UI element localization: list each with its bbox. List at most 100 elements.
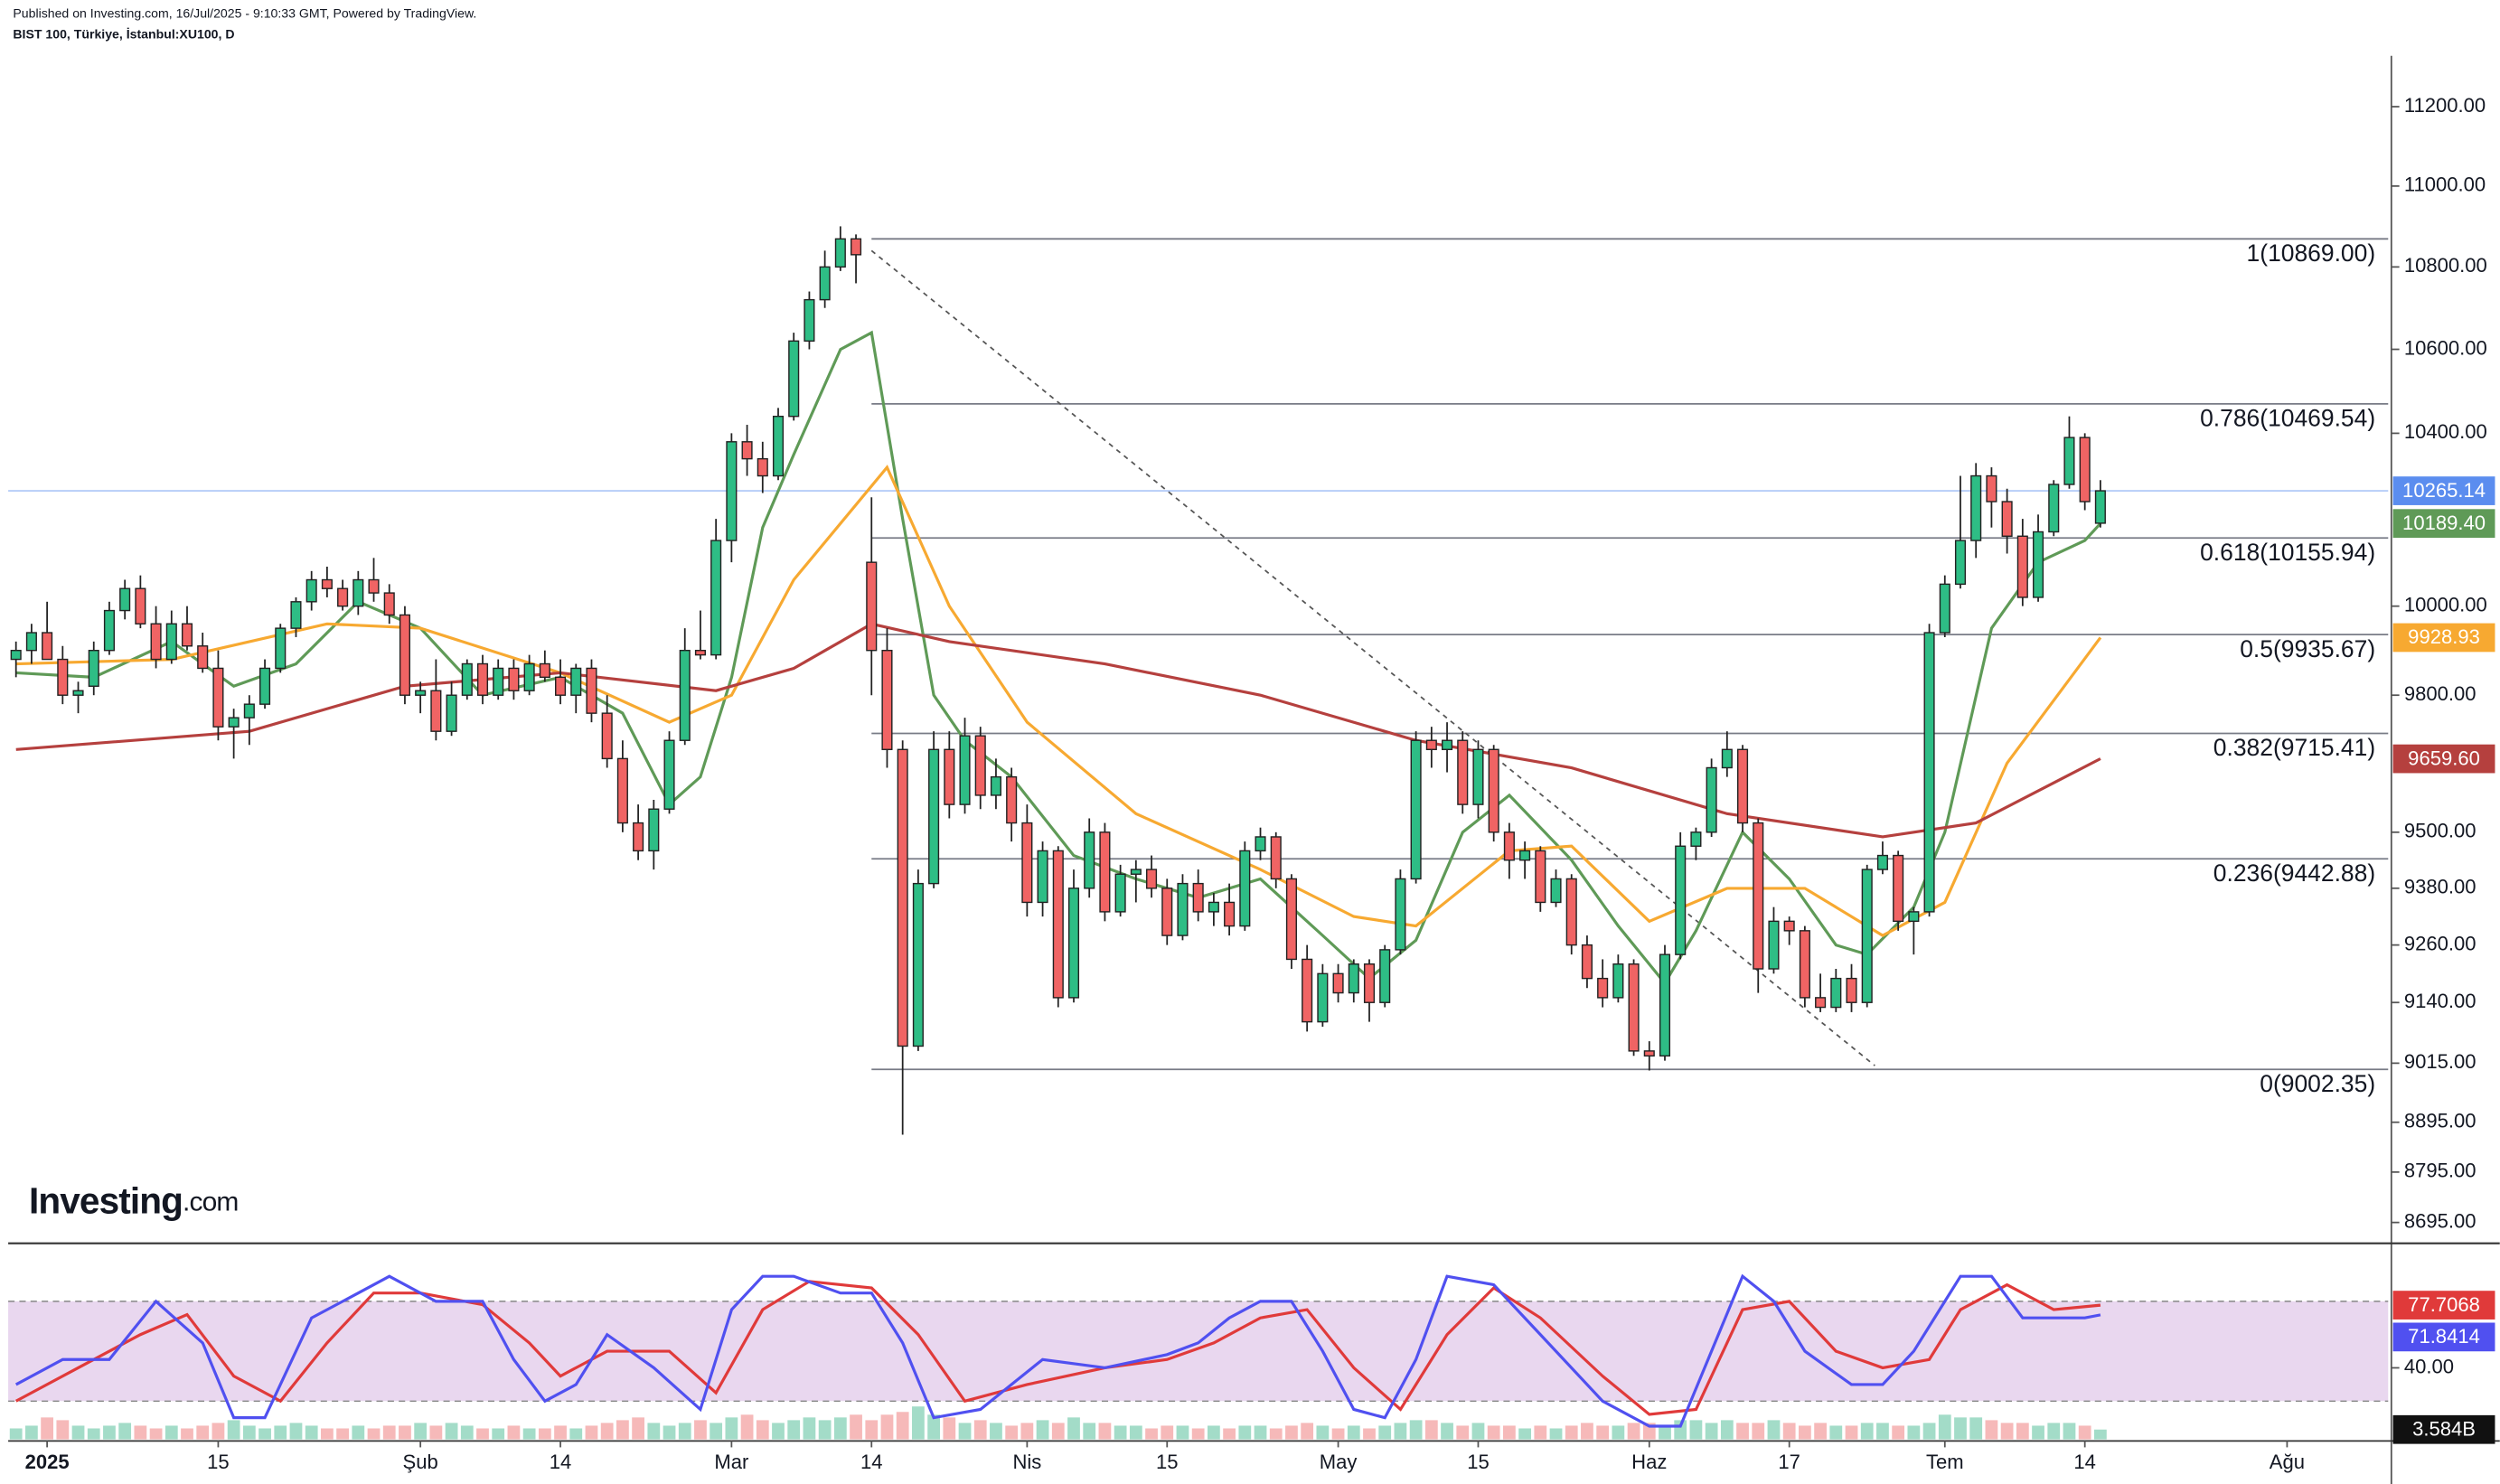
candle-body	[726, 441, 738, 541]
volume-bar	[818, 1420, 832, 1440]
volume-bar	[2032, 1425, 2044, 1440]
volume-bar	[585, 1425, 598, 1440]
candle-body	[944, 748, 955, 805]
volume-bar	[1223, 1428, 1236, 1440]
symbol-title: BIST 100, Türkiye, İstanbul:XU100, D	[13, 27, 234, 42]
candle-body	[493, 667, 504, 696]
candle-body	[259, 667, 271, 705]
volume-bar	[1829, 1425, 1843, 1440]
volume-bar	[9, 1428, 23, 1440]
volume-bar	[538, 1428, 551, 1440]
y-tick-label: 8795.00	[2404, 1160, 2477, 1182]
candle-body	[1067, 888, 1080, 999]
x-tick-label: 17	[1778, 1451, 1800, 1473]
candle-body	[804, 298, 815, 343]
volume-bar	[1581, 1423, 1593, 1440]
volume-bar	[164, 1425, 178, 1440]
volume-bar	[181, 1428, 193, 1440]
volume-bar	[1254, 1425, 1267, 1440]
volume-bar	[663, 1425, 676, 1440]
volume-bar	[118, 1423, 132, 1440]
volume-bar	[196, 1425, 210, 1440]
volume-bar	[1752, 1423, 1765, 1440]
candle-body	[897, 748, 908, 1047]
candle-body	[2094, 490, 2106, 524]
candle-body	[1021, 822, 1033, 904]
x-tick-label: 15	[1467, 1451, 1490, 1473]
candle-body	[1379, 949, 1391, 1003]
candle-body	[1442, 739, 1453, 750]
candle-body	[72, 690, 84, 696]
volume-bar	[787, 1420, 801, 1440]
volume-bar	[367, 1428, 381, 1440]
fib-label: 1(10869.00)	[2247, 240, 2376, 267]
candle-body	[1846, 977, 1857, 1003]
price-badge-label: 3.584B	[2412, 1417, 2476, 1440]
candle-body	[1612, 963, 1624, 999]
candle-body	[1954, 540, 1967, 586]
x-tick-label: 2025	[25, 1451, 70, 1473]
candle-body	[663, 739, 675, 810]
volume-bar	[258, 1428, 271, 1440]
volume-bar	[1736, 1423, 1749, 1440]
candle-body	[866, 561, 878, 652]
candle-body	[523, 662, 535, 691]
volume-bar	[2063, 1423, 2076, 1440]
candle-body	[633, 822, 644, 852]
candle-body	[181, 623, 193, 647]
candle-body	[2001, 501, 2013, 537]
logo: Investing.com	[29, 1179, 238, 1221]
candle-body	[1099, 831, 1111, 913]
candle-body	[1799, 930, 1810, 999]
candle-body	[1535, 850, 1546, 904]
x-tick-label: Tem	[1926, 1451, 1964, 1473]
volume-bar	[1969, 1417, 1983, 1440]
candle-body	[1908, 911, 1920, 923]
candle-body	[25, 632, 37, 652]
candle-body	[772, 415, 785, 477]
volume-bar	[2016, 1423, 2029, 1440]
volume-bar	[694, 1420, 707, 1440]
candle-body	[1737, 748, 1749, 824]
volume-bar	[227, 1420, 240, 1440]
volume-bar	[1814, 1423, 1827, 1440]
candle-body	[461, 662, 473, 696]
y-tick-label: 8695.00	[2404, 1209, 2477, 1232]
candle-body	[710, 540, 722, 656]
candle-body	[508, 667, 520, 691]
volume-bar	[71, 1425, 85, 1440]
y-tick-label: 9500.00	[2404, 820, 2477, 842]
x-tick-label: 14	[2073, 1451, 2096, 1473]
y-tick-label: 10000.00	[2404, 594, 2487, 616]
volume-bar	[1051, 1423, 1065, 1440]
y-tick-label: 9140.00	[2404, 990, 2477, 1012]
y-tick-label: 11200.00	[2404, 94, 2486, 117]
candle-body	[1425, 739, 1437, 750]
volume-bar	[336, 1428, 349, 1440]
price-badge	[2392, 1322, 2495, 1352]
volume-bar	[1689, 1420, 1703, 1440]
candle-body	[1675, 845, 1687, 955]
candle-body	[834, 238, 846, 268]
candle-body	[757, 457, 768, 477]
candle-body	[1830, 977, 1842, 1009]
x-tick-label: Ağu	[2270, 1451, 2305, 1473]
price-badge	[2392, 623, 2495, 653]
candle-body	[1628, 963, 1640, 1052]
candle-body	[275, 627, 287, 670]
fib-label: 0.618(10155.94)	[2200, 539, 2375, 566]
volume-bar	[1705, 1423, 1718, 1440]
candle-body	[1970, 474, 1982, 541]
candle-body	[446, 694, 457, 732]
candle-body	[679, 649, 691, 741]
volume-bar	[1363, 1428, 1376, 1440]
volume-bar	[460, 1425, 474, 1440]
candle-body	[694, 649, 706, 656]
y-tick-label: 40.00	[2404, 1355, 2454, 1377]
x-tick-label: Haz	[1631, 1451, 1667, 1473]
candle-body	[1114, 873, 1126, 913]
candle-body	[1753, 822, 1764, 970]
volume-bar	[1208, 1425, 1220, 1440]
volume-bar	[87, 1428, 100, 1440]
